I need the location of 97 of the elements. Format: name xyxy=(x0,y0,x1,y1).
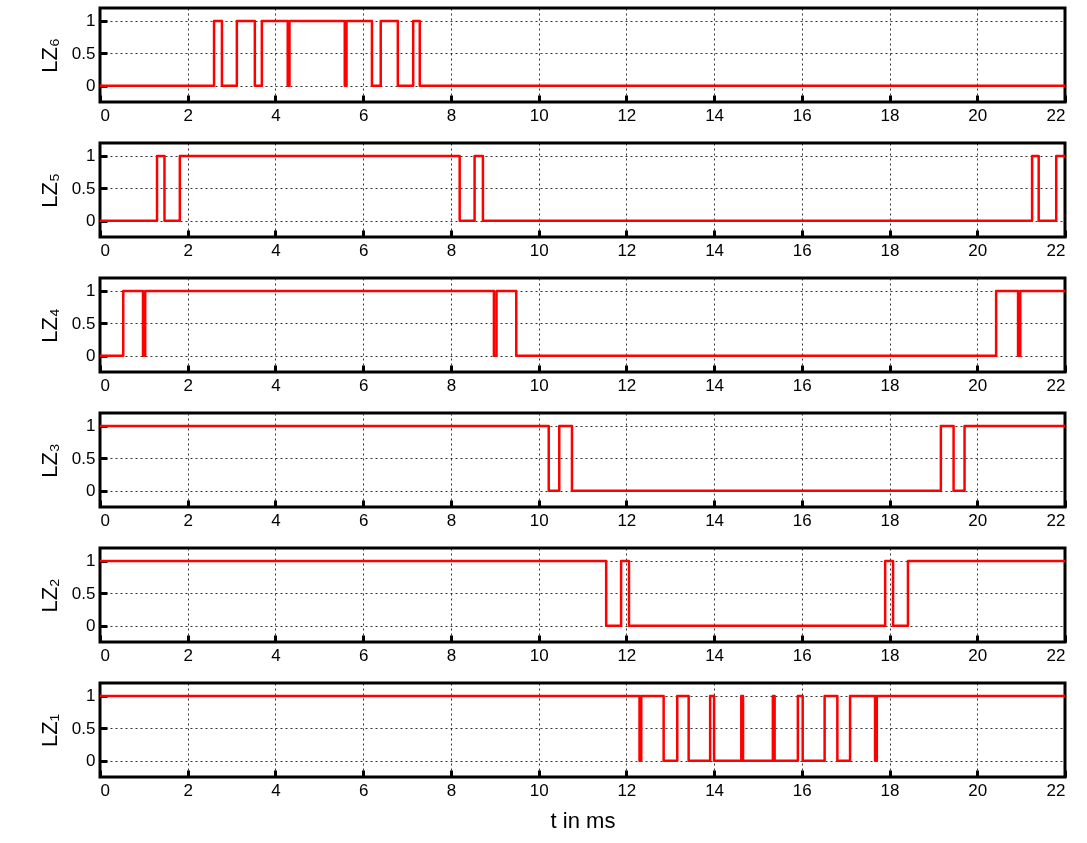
y-tick-label: 0.5 xyxy=(71,178,96,198)
y-axis-title: LZ₂ xyxy=(36,578,62,613)
x-tick-label: 4 xyxy=(271,375,281,395)
x-tick-label: 18 xyxy=(880,510,900,530)
x-tick-label: 2 xyxy=(183,510,193,530)
x-tick-label: 12 xyxy=(617,375,637,395)
y-axis-title: LZ₄ xyxy=(36,308,62,343)
x-tick-label: 14 xyxy=(705,645,725,665)
x-tick-label: 6 xyxy=(358,645,369,665)
x-tick-label: 14 xyxy=(705,780,725,800)
y-tick-label: 0 xyxy=(86,346,96,366)
x-tick-label: 20 xyxy=(968,240,988,260)
x-tick-label: 0 xyxy=(100,780,110,800)
x-tick-label: 10 xyxy=(529,780,549,800)
x-tick-label: 8 xyxy=(446,510,457,530)
x-tick-label: 2 xyxy=(183,240,193,260)
x-tick-label: 4 xyxy=(271,510,281,530)
y-axis-title: LZ₅ xyxy=(36,173,62,208)
x-tick-label: 12 xyxy=(617,240,637,260)
y-tick-label: 1 xyxy=(86,416,96,436)
x-tick-label: 10 xyxy=(529,105,549,125)
x-tick-label: 12 xyxy=(617,510,637,530)
x-tick-label: 12 xyxy=(617,645,637,665)
x-axis-title: t in ms xyxy=(550,807,616,833)
x-tick-label: 8 xyxy=(446,105,457,125)
y-tick-label: 0 xyxy=(86,481,96,501)
y-tick-label: 0.5 xyxy=(71,583,96,603)
y-tick-label: 1 xyxy=(86,11,96,31)
x-tick-label: 0 xyxy=(100,105,110,125)
y-tick-label: 1 xyxy=(86,551,96,571)
x-tick-label: 16 xyxy=(792,510,812,530)
x-tick-label: 22 xyxy=(1046,240,1066,260)
x-tick-label: 18 xyxy=(880,105,900,125)
x-tick-label: 20 xyxy=(968,510,988,530)
x-tick-label: 18 xyxy=(880,645,900,665)
y-axis-title: LZ₆ xyxy=(36,38,62,73)
x-tick-label: 8 xyxy=(446,780,457,800)
y-axis-title: LZ₃ xyxy=(36,443,62,478)
x-tick-label: 20 xyxy=(968,105,988,125)
x-tick-label: 10 xyxy=(529,375,549,395)
x-tick-label: 12 xyxy=(617,780,637,800)
x-tick-label: 18 xyxy=(880,780,900,800)
x-tick-label: 4 xyxy=(271,240,281,260)
x-tick-label: 16 xyxy=(792,780,812,800)
x-tick-label: 6 xyxy=(358,105,369,125)
y-tick-label: 0 xyxy=(86,76,96,96)
y-tick-label: 1 xyxy=(86,686,96,706)
y-axis-title: LZ₁ xyxy=(36,713,62,748)
x-tick-label: 4 xyxy=(271,105,281,125)
x-tick-label: 8 xyxy=(446,645,457,665)
x-tick-label: 0 xyxy=(100,240,110,260)
y-tick-label: 1 xyxy=(86,146,96,166)
x-tick-label: 12 xyxy=(617,105,637,125)
x-tick-label: 2 xyxy=(183,375,193,395)
x-tick-label: 2 xyxy=(183,780,193,800)
x-tick-label: 16 xyxy=(792,375,812,395)
y-tick-label: 0 xyxy=(86,616,96,636)
x-tick-label: 22 xyxy=(1046,645,1066,665)
x-tick-label: 6 xyxy=(358,510,369,530)
x-tick-label: 8 xyxy=(446,240,457,260)
x-tick-label: 16 xyxy=(792,240,812,260)
y-tick-label: 0.5 xyxy=(71,43,96,63)
y-tick-label: 0.5 xyxy=(71,313,96,333)
x-tick-label: 2 xyxy=(183,645,193,665)
x-tick-label: 18 xyxy=(880,240,900,260)
x-tick-label: 10 xyxy=(529,240,549,260)
x-tick-label: 6 xyxy=(358,240,369,260)
x-tick-label: 22 xyxy=(1046,375,1066,395)
x-tick-label: 20 xyxy=(968,645,988,665)
x-tick-label: 14 xyxy=(705,105,725,125)
x-tick-label: 10 xyxy=(529,645,549,665)
x-tick-label: 6 xyxy=(358,780,369,800)
y-tick-label: 0 xyxy=(86,211,96,231)
x-tick-label: 8 xyxy=(446,375,457,395)
x-tick-label: 20 xyxy=(968,780,988,800)
x-tick-label: 22 xyxy=(1046,105,1066,125)
x-tick-label: 18 xyxy=(880,375,900,395)
x-tick-label: 16 xyxy=(792,105,812,125)
y-tick-label: 1 xyxy=(86,281,96,301)
x-tick-label: 16 xyxy=(792,645,812,665)
x-tick-label: 4 xyxy=(271,645,281,665)
y-tick-label: 0.5 xyxy=(71,718,96,738)
x-tick-label: 0 xyxy=(100,510,110,530)
x-tick-label: 14 xyxy=(705,510,725,530)
x-tick-label: 14 xyxy=(705,375,725,395)
x-tick-label: 14 xyxy=(705,240,725,260)
y-tick-label: 0.5 xyxy=(71,448,96,468)
x-tick-label: 10 xyxy=(529,510,549,530)
x-tick-label: 6 xyxy=(358,375,369,395)
x-tick-label: 20 xyxy=(968,375,988,395)
x-tick-label: 4 xyxy=(271,780,281,800)
x-tick-label: 22 xyxy=(1046,780,1066,800)
y-tick-label: 0 xyxy=(86,751,96,771)
x-tick-label: 2 xyxy=(183,105,193,125)
x-tick-label: 22 xyxy=(1046,510,1066,530)
x-tick-label: 0 xyxy=(100,375,110,395)
x-tick-label: 0 xyxy=(100,645,110,665)
